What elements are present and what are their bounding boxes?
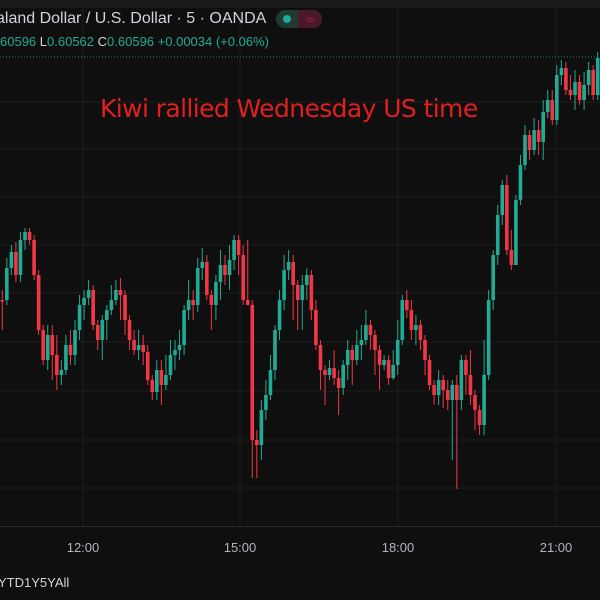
- time-tick: 12:00: [66, 540, 100, 555]
- close-value: 0.60596: [107, 34, 155, 49]
- symbol-title[interactable]: aland Dollar / U.S. Dollar · 5 · OANDA: [0, 10, 267, 27]
- price-chart[interactable]: [0, 8, 600, 526]
- indicator-toggle-icon[interactable]: ≈: [298, 10, 323, 28]
- time-axis[interactable]: 12:00 15:00 18:00 21:00: [0, 526, 600, 567]
- time-tick: 18:00: [381, 540, 415, 555]
- top-toolbar-strip: [0, 0, 600, 8]
- candlestick-plot[interactable]: [0, 8, 600, 526]
- low-value: 0.60562: [47, 34, 95, 49]
- time-tick: 21:00: [539, 540, 573, 555]
- ohlc-values: 60596 L0.60562 C0.60596 +0.00034 (+0.06%…: [0, 34, 269, 49]
- date-range-buttons[interactable]: YTD1Y5YAll: [0, 575, 70, 590]
- open-value: 60596: [0, 34, 37, 49]
- close-label: C: [97, 34, 108, 49]
- time-tick: 15:00: [223, 540, 257, 555]
- market-status-button[interactable]: [276, 10, 299, 28]
- date-range-bar[interactable]: YTD1Y5YAll: [0, 566, 600, 600]
- low-label: L: [39, 34, 48, 49]
- change-value: +0.00034 (+0.06%): [157, 34, 269, 49]
- legend-status-pill[interactable]: ≈: [276, 10, 323, 28]
- chart-annotation[interactable]: Kiwi rallied Wednesday US time: [100, 94, 478, 123]
- symbol-legend[interactable]: aland Dollar / U.S. Dollar · 5 · OANDA ≈: [0, 9, 323, 29]
- live-status-dot-icon: [283, 15, 292, 23]
